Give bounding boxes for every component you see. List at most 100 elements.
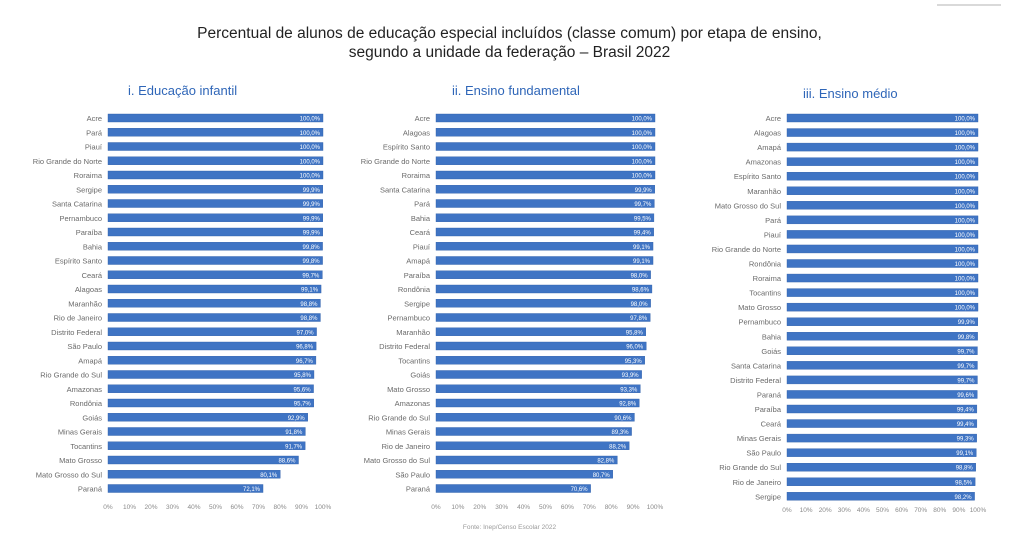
panel-title-educacao-infantil: i. Educação infantil xyxy=(128,83,238,98)
x-tick-label: 50% xyxy=(876,507,889,514)
data-label-goias: 92,9% xyxy=(288,416,306,422)
category-label-sao-paulo: São Paulo xyxy=(746,449,781,458)
bar-distrito-federal xyxy=(435,341,647,351)
x-tick-label: 40% xyxy=(517,504,530,511)
category-label-rio-de-janeiro: Rio de Janeiro xyxy=(733,478,781,487)
category-label-rio-de-janeiro: Rio de Janeiro xyxy=(54,314,102,323)
category-label-amapa: Amapá xyxy=(406,257,431,266)
category-label-roraima: Roraima xyxy=(402,171,431,180)
data-label-rio-grande-do-sul: 95,8% xyxy=(294,373,312,379)
bar-sergipe xyxy=(435,299,651,308)
chart-title: Percentual de alunos de educação especia… xyxy=(0,24,1019,62)
bar-roraima xyxy=(786,273,979,283)
category-label-mato-grosso-do-sul: Mato Grosso do Sul xyxy=(715,201,782,210)
x-tick-label: 100% xyxy=(970,507,987,514)
data-label-tocantins: 100,0% xyxy=(955,291,976,297)
category-label-mato-grosso: Mato Grosso xyxy=(59,456,102,465)
bar-pernambuco xyxy=(107,213,323,222)
category-label-pernambuco: Pernambuco xyxy=(59,214,102,223)
bar-pernambuco xyxy=(435,313,651,322)
data-label-bahia: 99,5% xyxy=(634,216,652,222)
category-label-piaui: Piauí xyxy=(85,143,103,152)
data-label-rio-grande-do-norte: 100,0% xyxy=(300,159,321,165)
x-tick-label: 20% xyxy=(144,504,157,511)
category-label-mato-grosso-do-sul: Mato Grosso do Sul xyxy=(36,470,103,479)
category-label-sao-paulo: São Paulo xyxy=(67,342,102,351)
x-tick-label: 50% xyxy=(209,504,222,511)
x-tick-label: 10% xyxy=(451,504,464,511)
x-tick-label: 80% xyxy=(933,507,946,514)
bar-rio-de-janeiro xyxy=(107,313,321,322)
data-label-amapa: 96,7% xyxy=(296,359,314,365)
bar-parana xyxy=(786,390,978,399)
data-label-maranhao: 98,8% xyxy=(300,302,318,308)
bar-amazonas xyxy=(435,398,640,408)
category-label-acre: Acre xyxy=(415,114,430,123)
bar-mato-grosso-do-sul xyxy=(107,470,281,479)
chart-title-line-1: Percentual de alunos de educação especia… xyxy=(197,25,822,42)
bar-mato-grosso xyxy=(435,384,641,393)
bar-rio-de-janeiro xyxy=(435,441,630,450)
category-label-mato-grosso-do-sul: Mato Grosso do Sul xyxy=(364,456,431,465)
category-label-bahia: Bahia xyxy=(83,242,103,251)
category-label-rio-grande-do-norte: Rio Grande do Norte xyxy=(361,157,430,166)
data-label-amazonas: 100,0% xyxy=(955,160,976,166)
category-label-santa-catarina: Santa Catarina xyxy=(380,185,431,194)
data-label-santa-catarina: 99,9% xyxy=(635,188,653,194)
bar-maranhao xyxy=(435,327,647,336)
data-label-ceara: 99,4% xyxy=(957,422,975,428)
data-label-rio-de-janeiro: 98,5% xyxy=(955,480,973,486)
category-label-sergipe: Sergipe xyxy=(755,492,781,501)
category-label-rio-grande-do-norte: Rio Grande do Norte xyxy=(712,245,781,254)
data-label-rondonia: 98,6% xyxy=(632,288,650,294)
data-label-santa-catarina: 99,9% xyxy=(303,202,321,208)
x-tick-label: 80% xyxy=(605,504,618,511)
bar-roraima xyxy=(107,170,324,180)
category-label-bahia: Bahia xyxy=(411,214,431,223)
data-label-amapa: 99,1% xyxy=(633,259,651,265)
bar-goias xyxy=(435,370,642,379)
data-label-alagoas: 100,0% xyxy=(632,131,653,137)
x-tick-label: 60% xyxy=(230,504,243,511)
bar-sao-paulo xyxy=(786,448,977,457)
bar-santa-catarina xyxy=(107,199,323,208)
category-label-sao-paulo: São Paulo xyxy=(395,470,430,479)
data-label-rondonia: 95,7% xyxy=(294,402,312,408)
data-label-piaui: 100,0% xyxy=(300,145,321,151)
x-tick-label: 100% xyxy=(647,504,664,511)
category-label-amapa: Amapá xyxy=(757,143,782,152)
bar-santa-catarina xyxy=(435,185,655,194)
bar-alagoas xyxy=(435,128,656,137)
data-label-amazonas: 92,8% xyxy=(619,402,637,408)
category-label-alagoas: Alagoas xyxy=(403,128,430,137)
category-label-parana: Paraná xyxy=(406,485,431,494)
data-label-paraiba: 99,9% xyxy=(303,231,321,237)
data-label-espirito-santo: 100,0% xyxy=(632,145,653,151)
bar-goias xyxy=(786,346,978,355)
bar-paraiba xyxy=(435,270,651,279)
data-label-goias: 93,9% xyxy=(622,373,640,379)
category-label-distrito-federal: Distrito Federal xyxy=(730,376,781,385)
category-label-parana: Paraná xyxy=(78,485,103,494)
bar-bahia xyxy=(107,242,323,251)
bar-maranhao xyxy=(107,299,321,308)
data-label-espirito-santo: 99,8% xyxy=(303,259,321,265)
bar-acre xyxy=(435,113,656,123)
category-label-ceara: Ceará xyxy=(410,228,431,237)
category-label-bahia: Bahia xyxy=(762,332,782,341)
x-tick-label: 70% xyxy=(583,504,596,511)
bar-acre xyxy=(107,113,324,123)
x-tick-label: 70% xyxy=(914,507,927,514)
chart-panel-educacao-infantil: Acre 100,0% Pará 100,0% Piauí 100,0% Rio Grand… xyxy=(33,113,332,511)
x-tick-label: 100% xyxy=(315,504,332,511)
category-label-rondonia: Rondônia xyxy=(70,399,103,408)
data-label-distrito-federal: 96,0% xyxy=(626,345,644,351)
data-label-tocantins: 95,3% xyxy=(625,359,643,365)
bar-minas-gerais xyxy=(107,427,306,436)
x-tick-label: 50% xyxy=(539,504,552,511)
x-tick-label: 90% xyxy=(627,504,640,511)
category-label-para: Pará xyxy=(414,200,431,209)
data-label-santa-catarina: 99,7% xyxy=(957,364,975,370)
category-label-distrito-federal: Distrito Federal xyxy=(51,328,102,337)
bar-amazonas xyxy=(786,157,979,166)
